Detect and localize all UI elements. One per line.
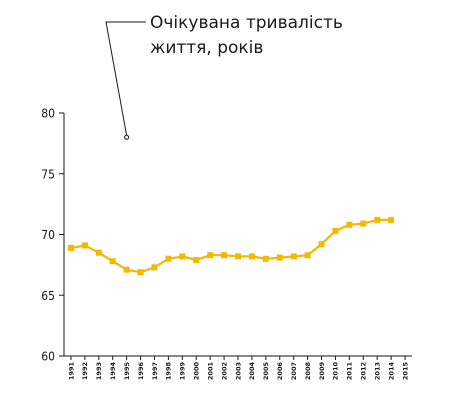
x-axis-ticks: 1991 1992 1993 1994 1995 1996 1997 1998 1999 2000… — [67, 356, 409, 380]
x-tick-label: 2010 — [332, 362, 340, 381]
x-tick-label: 1996 — [137, 362, 145, 381]
data-point — [388, 216, 395, 223]
x-tick-label: 2007 — [290, 362, 298, 380]
data-point — [207, 252, 214, 259]
x-tick-label: 1991 — [67, 362, 75, 381]
data-point — [304, 252, 311, 259]
annotation: Очікувана тривалість життя, років — [105, 13, 343, 140]
axes — [63, 113, 412, 357]
annotation-point-marker — [124, 134, 130, 140]
data-point — [81, 242, 88, 249]
x-tick-label: 2015 — [401, 362, 409, 381]
y-tick-label: 70 — [41, 228, 55, 242]
data-point — [95, 249, 102, 256]
data-point — [248, 253, 255, 260]
annotation-label-line-1: Очікувана тривалість — [150, 13, 343, 33]
series-line — [70, 218, 392, 274]
x-tick-label: 1992 — [81, 362, 89, 380]
data-point — [165, 255, 172, 262]
x-tick-label: 2008 — [304, 362, 312, 381]
x-tick-label: 2002 — [220, 362, 228, 380]
x-tick-label: 2011 — [346, 362, 354, 381]
data-point — [374, 216, 381, 223]
x-tick-label: 2014 — [387, 362, 395, 381]
x-tick-label: 2013 — [374, 362, 382, 380]
y-tick-label: 60 — [41, 350, 55, 364]
y-tick-label: 80 — [41, 107, 55, 121]
annotation-leader-line — [105, 21, 146, 136]
data-point — [346, 221, 353, 228]
data-point — [123, 266, 130, 273]
data-point — [179, 253, 186, 260]
data-point — [137, 269, 144, 276]
annotation-label-line-2: життя, років — [150, 38, 263, 58]
data-point — [332, 227, 339, 234]
data-point — [193, 257, 200, 263]
x-tick-label: 2004 — [248, 362, 256, 381]
data-point — [235, 253, 241, 260]
x-tick-label: 2006 — [276, 362, 284, 381]
x-tick-label: 1995 — [123, 362, 131, 381]
data-point — [318, 241, 325, 248]
data-point — [290, 253, 297, 260]
x-tick-label: 2003 — [234, 362, 242, 380]
y-axis-ticks: 60 65 70 75 80 — [41, 107, 64, 364]
data-point — [151, 264, 158, 271]
data-point — [276, 254, 283, 261]
x-tick-label: 1994 — [109, 362, 117, 381]
data-point — [360, 220, 367, 227]
x-tick-label: 2001 — [206, 362, 214, 381]
x-tick-label: 2012 — [360, 362, 368, 380]
series-layer — [68, 216, 395, 276]
x-tick-label: 1993 — [95, 362, 103, 380]
data-point — [109, 258, 116, 265]
x-tick-label: 1997 — [151, 362, 159, 380]
x-tick-label: 1998 — [165, 362, 173, 381]
data-point — [221, 252, 228, 259]
x-tick-label: 2005 — [262, 362, 270, 381]
y-tick-label: 65 — [41, 289, 55, 303]
x-tick-label: 1999 — [179, 362, 187, 381]
data-point — [262, 255, 269, 262]
y-tick-label: 75 — [41, 167, 55, 181]
x-tick-label: 2009 — [318, 362, 326, 381]
x-tick-label: 2000 — [193, 362, 201, 381]
data-point — [68, 244, 74, 251]
